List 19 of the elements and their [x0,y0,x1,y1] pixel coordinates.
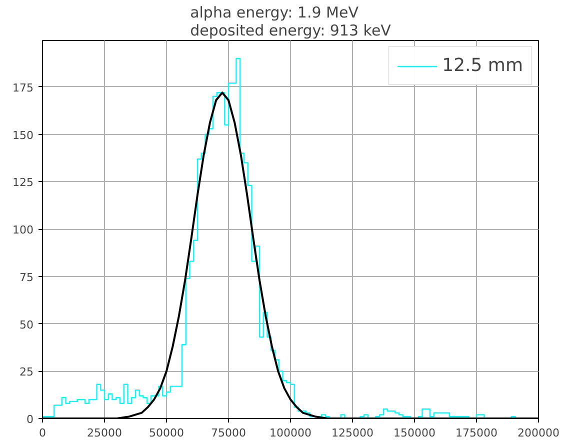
x-tick-label: 50000 [149,426,184,440]
y-tick-label: 175 [12,81,34,94]
x-tick-label: 125000 [332,426,374,440]
y-tick-label: 75 [20,270,34,284]
y-tick-label: 25 [20,366,34,379]
x-tick-label: 200000 [518,426,560,440]
y-tick-label: 100 [12,224,34,237]
x-tick-label: 100000 [270,426,312,440]
x-tick-label: 25000 [87,426,122,440]
y-tick-label: 0 [26,413,34,426]
x-tick-label: 0 [39,426,46,440]
x-tick-label: 75000 [211,426,246,440]
x-tick-label: 150000 [394,426,436,440]
y-tick-label: 125 [12,176,34,190]
x-tick-label: 175000 [456,426,498,440]
chart-title: alpha energy: 1.9 MeV deposited energy: 913 keV [190,4,392,40]
y-tick-label: 150 [12,128,34,142]
y-tick-label: 50 [20,318,34,332]
legend-label: 12.5 mm [442,55,523,76]
